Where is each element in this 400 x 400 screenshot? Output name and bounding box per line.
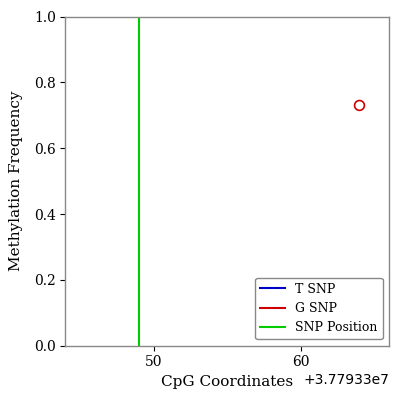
Point — [356, 102, 363, 109]
Legend: T SNP, G SNP, SNP Position: T SNP, G SNP, SNP Position — [255, 278, 383, 339]
X-axis label: CpG Coordinates: CpG Coordinates — [161, 375, 293, 389]
Y-axis label: Methylation Frequency: Methylation Frequency — [9, 91, 23, 271]
